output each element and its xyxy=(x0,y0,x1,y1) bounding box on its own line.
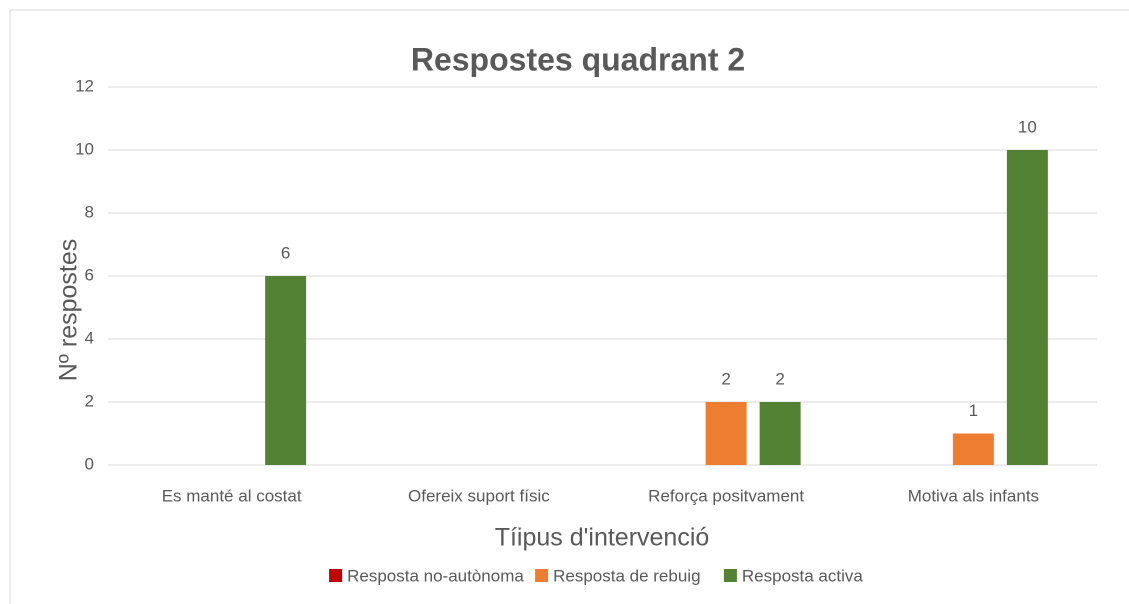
x-tick-label: Es manté al costat xyxy=(162,486,302,505)
y-tick-label: 4 xyxy=(85,328,94,347)
data-label: 2 xyxy=(721,369,730,388)
bar xyxy=(759,402,801,465)
data-label: 6 xyxy=(281,243,290,262)
legend-swatch xyxy=(329,569,343,582)
legend-label: Resposta de rebuig xyxy=(553,566,700,585)
legend-label: Resposta activa xyxy=(742,566,863,585)
y-tick-label: 8 xyxy=(85,202,94,221)
bar xyxy=(952,433,994,465)
data-label: 2 xyxy=(775,369,784,388)
y-tick-label: 10 xyxy=(75,139,94,158)
bar xyxy=(265,276,307,465)
chart-border xyxy=(9,9,1129,604)
x-tick-label: Reforça positvament xyxy=(648,486,804,505)
bar xyxy=(705,402,747,465)
chart-title: Respostes quadrant 2 xyxy=(411,41,745,77)
y-tick-label: 2 xyxy=(85,391,94,410)
x-tick-label: Motiva als infants xyxy=(908,486,1039,505)
data-label: 10 xyxy=(1018,117,1037,136)
y-tick-label: 6 xyxy=(85,265,94,284)
legend-swatch xyxy=(535,569,549,582)
x-axis-label: Tíipus d'intervenció xyxy=(495,524,710,552)
x-tick-label: Ofereix suport físic xyxy=(408,486,550,505)
bar xyxy=(1006,150,1048,465)
y-axis-label: Nº respostes xyxy=(55,239,83,382)
legend-label: Resposta no-autònoma xyxy=(347,566,524,585)
data-label: 1 xyxy=(969,401,978,420)
y-tick-label: 0 xyxy=(85,454,94,473)
y-tick-label: 12 xyxy=(75,76,94,95)
legend-swatch xyxy=(723,569,737,582)
